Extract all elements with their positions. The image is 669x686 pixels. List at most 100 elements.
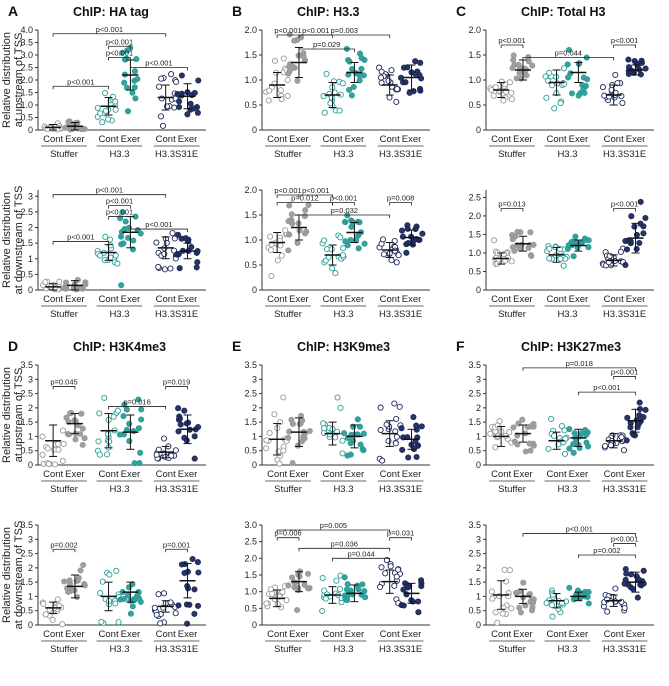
data-point: [168, 71, 175, 78]
y-axis-title-line2: at upstream of TSS: [13, 368, 25, 463]
p-value-label: p<0.001: [145, 220, 172, 229]
y-tick-label: 1.5: [468, 50, 481, 60]
x-tick-label: Exer: [178, 134, 198, 145]
data-point: [189, 555, 196, 563]
data-point: [555, 441, 562, 448]
data-point: [175, 428, 182, 435]
y-tick-label: 3: [28, 534, 33, 544]
data-point: [387, 563, 394, 570]
x-tick-label: Exer: [569, 629, 589, 640]
y-tick-label: 2: [476, 403, 481, 413]
data-point: [74, 276, 81, 283]
data-point: [633, 245, 640, 253]
y-tick-label: 0: [252, 125, 257, 135]
significance-bracket: [165, 386, 188, 390]
data-point: [519, 416, 526, 423]
group-label: Stuffer: [50, 644, 78, 655]
data-point: [268, 272, 275, 279]
data-point: [638, 57, 645, 64]
data-point: [289, 574, 296, 581]
y-tick-label: 3.5: [468, 360, 481, 370]
x-tick-label: Cont: [267, 469, 287, 480]
data-point: [490, 92, 497, 99]
data-point: [114, 407, 121, 414]
data-point: [114, 260, 121, 267]
p-value-label: p=0.005: [320, 521, 347, 530]
data-point: [415, 609, 422, 616]
data-point: [498, 78, 505, 85]
data-point: [506, 429, 513, 436]
data-point: [396, 403, 403, 410]
y-tick-label: 2.0: [244, 185, 257, 195]
y-tick-label: 3: [28, 191, 33, 201]
data-point: [333, 577, 340, 584]
data-point: [291, 37, 298, 44]
data-point: [63, 414, 70, 421]
x-tick-label: Exer: [513, 469, 533, 480]
data-point: [271, 57, 279, 64]
data-point: [135, 396, 142, 403]
data-point: [116, 431, 124, 438]
data-point: [332, 434, 339, 441]
x-tick-label: Cont: [491, 294, 511, 305]
y-tick-label: 0: [252, 460, 257, 470]
y-axis-title-line1: Relative distribution: [1, 367, 13, 463]
data-point: [633, 573, 640, 580]
data-point: [528, 252, 535, 260]
data-point: [183, 601, 190, 608]
x-tick-label: Exer: [402, 629, 422, 640]
data-point: [306, 427, 313, 435]
y-tick-label: 0.5: [244, 260, 257, 270]
x-tick-label: Exer: [121, 469, 141, 480]
significance-bracket: [52, 548, 76, 553]
data-point: [168, 452, 175, 459]
data-point: [406, 89, 413, 96]
y-tick-label: 1: [252, 431, 257, 441]
p-value-label: p<0.001: [330, 194, 357, 203]
x-tick-label: Cont: [323, 469, 343, 480]
data-point: [110, 413, 117, 420]
y-tick-label: 0: [28, 125, 33, 135]
data-point: [119, 49, 126, 56]
x-tick-label: Cont: [43, 629, 63, 640]
data-point: [403, 249, 410, 256]
significance-bracket: [613, 208, 636, 212]
x-tick-label: Cont: [156, 469, 176, 480]
data-point: [123, 406, 130, 413]
panel-title: ChIP: H3K27me3: [521, 340, 621, 354]
x-tick-label: Cont: [547, 294, 567, 305]
data-point: [44, 445, 51, 452]
data-point: [376, 583, 384, 591]
data-point: [345, 56, 352, 64]
data-point: [398, 425, 405, 432]
data-point: [487, 430, 494, 437]
data-point: [106, 438, 113, 445]
x-tick-label: Cont: [604, 629, 624, 640]
data-point: [176, 103, 183, 111]
data-point: [566, 445, 573, 452]
data-point: [62, 285, 69, 292]
data-point: [277, 87, 284, 94]
p-value-label: p<0.001: [67, 233, 94, 242]
y-tick-label: 0: [252, 285, 257, 295]
data-point: [194, 602, 202, 609]
data-point: [157, 620, 164, 627]
x-tick-label: Exer: [626, 134, 646, 145]
y-tick-label: 1.0: [244, 235, 257, 245]
data-point: [163, 239, 170, 247]
data-point: [113, 567, 120, 574]
y-tick-label: 1.5: [244, 570, 257, 580]
x-tick-label: Exer: [345, 134, 365, 145]
data-point: [185, 236, 192, 243]
data-point: [617, 248, 624, 255]
data-point: [158, 95, 165, 102]
data-point: [267, 246, 274, 254]
significance-bracket: [522, 533, 636, 537]
x-tick-label: Exer: [178, 629, 198, 640]
data-point: [529, 62, 536, 69]
data-point: [55, 440, 62, 448]
y-tick-label: 3.5: [20, 38, 33, 48]
data-point: [54, 596, 61, 603]
x-tick-label: Exer: [402, 294, 422, 305]
